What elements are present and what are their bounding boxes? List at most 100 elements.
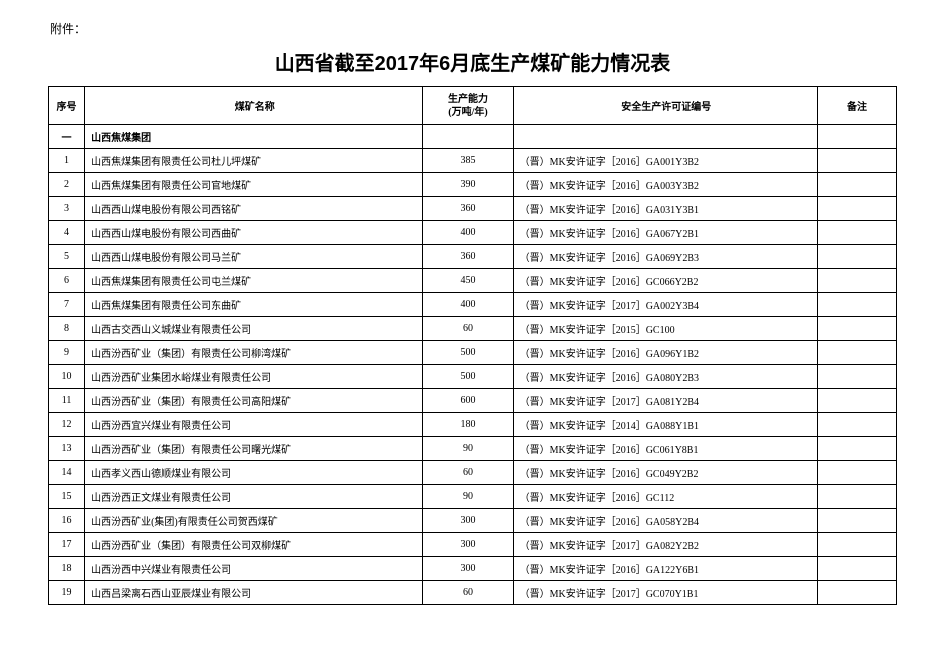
table-row: 16山西汾西矿业(集团)有限责任公司贺西煤矿300（晋）MK安许证字［2016］… — [49, 509, 897, 533]
cell-note — [818, 221, 897, 245]
cell-name: 山西汾西正文煤业有限责任公司 — [85, 485, 423, 509]
cell-note — [818, 581, 897, 605]
cell-note — [818, 245, 897, 269]
table-row: 10山西汾西矿业集团水峪煤业有限责任公司500（晋）MK安许证字［2016］GA… — [49, 365, 897, 389]
table-row: 5山西西山煤电股份有限公司马兰矿360（晋）MK安许证字［2016］GA069Y… — [49, 245, 897, 269]
cell-capacity: 360 — [423, 197, 513, 221]
table-row: 13山西汾西矿业（集团）有限责任公司曙光煤矿90（晋）MK安许证字［2016］G… — [49, 437, 897, 461]
cell-name: 山西西山煤电股份有限公司西铭矿 — [85, 197, 423, 221]
cell-cert: （晋）MK安许证字［2017］GA002Y3B4 — [513, 293, 817, 317]
cell-name: 山西汾西矿业（集团）有限责任公司双柳煤矿 — [85, 533, 423, 557]
cell-index: 10 — [49, 365, 85, 389]
cell-capacity: 300 — [423, 557, 513, 581]
cell-note — [818, 509, 897, 533]
group-name: 山西焦煤集团 — [85, 125, 423, 149]
cell-note — [818, 437, 897, 461]
col-header-capacity-text: 生产能力 (万吨/年) — [448, 94, 488, 118]
cell-name: 山西吕梁离石西山亚辰煤业有限公司 — [85, 581, 423, 605]
cell-name: 山西西山煤电股份有限公司西曲矿 — [85, 221, 423, 245]
cell-index: 5 — [49, 245, 85, 269]
cell-index: 7 — [49, 293, 85, 317]
group-note — [818, 125, 897, 149]
table-row: 9山西汾西矿业（集团）有限责任公司柳湾煤矿500（晋）MK安许证字［2016］G… — [49, 341, 897, 365]
cell-cert: （晋）MK安许证字［2016］GA058Y2B4 — [513, 509, 817, 533]
cell-cert: （晋）MK安许证字［2017］GC070Y1B1 — [513, 581, 817, 605]
table-row: 8山西古交西山义城煤业有限责任公司60（晋）MK安许证字［2015］GC100 — [49, 317, 897, 341]
cell-capacity: 500 — [423, 341, 513, 365]
cell-note — [818, 317, 897, 341]
cell-index: 3 — [49, 197, 85, 221]
cell-capacity: 500 — [423, 365, 513, 389]
table-row: 15山西汾西正文煤业有限责任公司90（晋）MK安许证字［2016］GC112 — [49, 485, 897, 509]
cell-note — [818, 557, 897, 581]
cell-name: 山西孝义西山德顺煤业有限公司 — [85, 461, 423, 485]
cell-capacity: 60 — [423, 581, 513, 605]
table-header-row: 序号 煤矿名称 生产能力 (万吨/年) 安全生产许可证编号 备注 — [49, 87, 897, 125]
cell-name: 山西焦煤集团有限责任公司屯兰煤矿 — [85, 269, 423, 293]
cell-cert: （晋）MK安许证字［2016］GC066Y2B2 — [513, 269, 817, 293]
cell-note — [818, 413, 897, 437]
cell-capacity: 60 — [423, 461, 513, 485]
cell-cert: （晋）MK安许证字［2016］GA001Y3B2 — [513, 149, 817, 173]
cell-name: 山西汾西矿业（集团）有限责任公司柳湾煤矿 — [85, 341, 423, 365]
cell-cert: （晋）MK安许证字［2016］GC112 — [513, 485, 817, 509]
group-capacity — [423, 125, 513, 149]
cell-index: 6 — [49, 269, 85, 293]
cell-capacity: 180 — [423, 413, 513, 437]
group-row: 一 山西焦煤集团 — [49, 125, 897, 149]
cell-index: 15 — [49, 485, 85, 509]
cell-capacity: 60 — [423, 317, 513, 341]
document-page: 附件： 山西省截至2017年6月底生产煤矿能力情况表 序号 煤矿名称 生产能力 … — [0, 0, 945, 605]
col-header-capacity: 生产能力 (万吨/年) — [423, 87, 513, 125]
cell-name: 山西汾西中兴煤业有限责任公司 — [85, 557, 423, 581]
cell-index: 12 — [49, 413, 85, 437]
cell-cert: （晋）MK安许证字［2016］GA003Y3B2 — [513, 173, 817, 197]
table-row: 18山西汾西中兴煤业有限责任公司300（晋）MK安许证字［2016］GA122Y… — [49, 557, 897, 581]
table-row: 14山西孝义西山德顺煤业有限公司60（晋）MK安许证字［2016］GC049Y2… — [49, 461, 897, 485]
document-title: 山西省截至2017年6月底生产煤矿能力情况表 — [48, 47, 897, 76]
cell-capacity: 450 — [423, 269, 513, 293]
table-row: 1山西焦煤集团有限责任公司杜儿坪煤矿385（晋）MK安许证字［2016］GA00… — [49, 149, 897, 173]
cell-cert: （晋）MK安许证字［2016］GA067Y2B1 — [513, 221, 817, 245]
cell-index: 1 — [49, 149, 85, 173]
cell-capacity: 90 — [423, 485, 513, 509]
cell-name: 山西汾西宜兴煤业有限责任公司 — [85, 413, 423, 437]
cell-note — [818, 293, 897, 317]
cell-index: 16 — [49, 509, 85, 533]
cell-note — [818, 485, 897, 509]
table-row: 3山西西山煤电股份有限公司西铭矿360（晋）MK安许证字［2016］GA031Y… — [49, 197, 897, 221]
cell-index: 14 — [49, 461, 85, 485]
cell-capacity: 300 — [423, 509, 513, 533]
cell-index: 9 — [49, 341, 85, 365]
cell-note — [818, 197, 897, 221]
coal-mine-table: 序号 煤矿名称 生产能力 (万吨/年) 安全生产许可证编号 备注 一 山西焦煤集… — [48, 86, 897, 605]
cell-index: 19 — [49, 581, 85, 605]
cell-capacity: 390 — [423, 173, 513, 197]
table-row: 19山西吕梁离石西山亚辰煤业有限公司60（晋）MK安许证字［2017］GC070… — [49, 581, 897, 605]
cell-cert: （晋）MK安许证字［2016］GA080Y2B3 — [513, 365, 817, 389]
cell-note — [818, 461, 897, 485]
cell-name: 山西汾西矿业集团水峪煤业有限责任公司 — [85, 365, 423, 389]
cell-capacity: 360 — [423, 245, 513, 269]
cell-cert: （晋）MK安许证字［2016］GA069Y2B3 — [513, 245, 817, 269]
cell-index: 18 — [49, 557, 85, 581]
cell-name: 山西西山煤电股份有限公司马兰矿 — [85, 245, 423, 269]
col-header-note: 备注 — [818, 87, 897, 125]
table-row: 17山西汾西矿业（集团）有限责任公司双柳煤矿300（晋）MK安许证字［2017］… — [49, 533, 897, 557]
cell-index: 17 — [49, 533, 85, 557]
table-row: 7山西焦煤集团有限责任公司东曲矿400（晋）MK安许证字［2017］GA002Y… — [49, 293, 897, 317]
col-header-index: 序号 — [49, 87, 85, 125]
cell-name: 山西焦煤集团有限责任公司杜儿坪煤矿 — [85, 149, 423, 173]
cell-name: 山西焦煤集团有限责任公司东曲矿 — [85, 293, 423, 317]
cell-cert: （晋）MK安许证字［2014］GA088Y1B1 — [513, 413, 817, 437]
cell-name: 山西汾西矿业(集团)有限责任公司贺西煤矿 — [85, 509, 423, 533]
cell-cert: （晋）MK安许证字［2016］GA122Y6B1 — [513, 557, 817, 581]
col-header-cert: 安全生产许可证编号 — [513, 87, 817, 125]
cell-name: 山西汾西矿业（集团）有限责任公司高阳煤矿 — [85, 389, 423, 413]
cell-name: 山西焦煤集团有限责任公司官地煤矿 — [85, 173, 423, 197]
cell-index: 8 — [49, 317, 85, 341]
table-row: 11山西汾西矿业（集团）有限责任公司高阳煤矿600（晋）MK安许证字［2017］… — [49, 389, 897, 413]
cell-capacity: 400 — [423, 293, 513, 317]
table-body: 一 山西焦煤集团 1山西焦煤集团有限责任公司杜儿坪煤矿385（晋）MK安许证字［… — [49, 125, 897, 605]
group-cert — [513, 125, 817, 149]
